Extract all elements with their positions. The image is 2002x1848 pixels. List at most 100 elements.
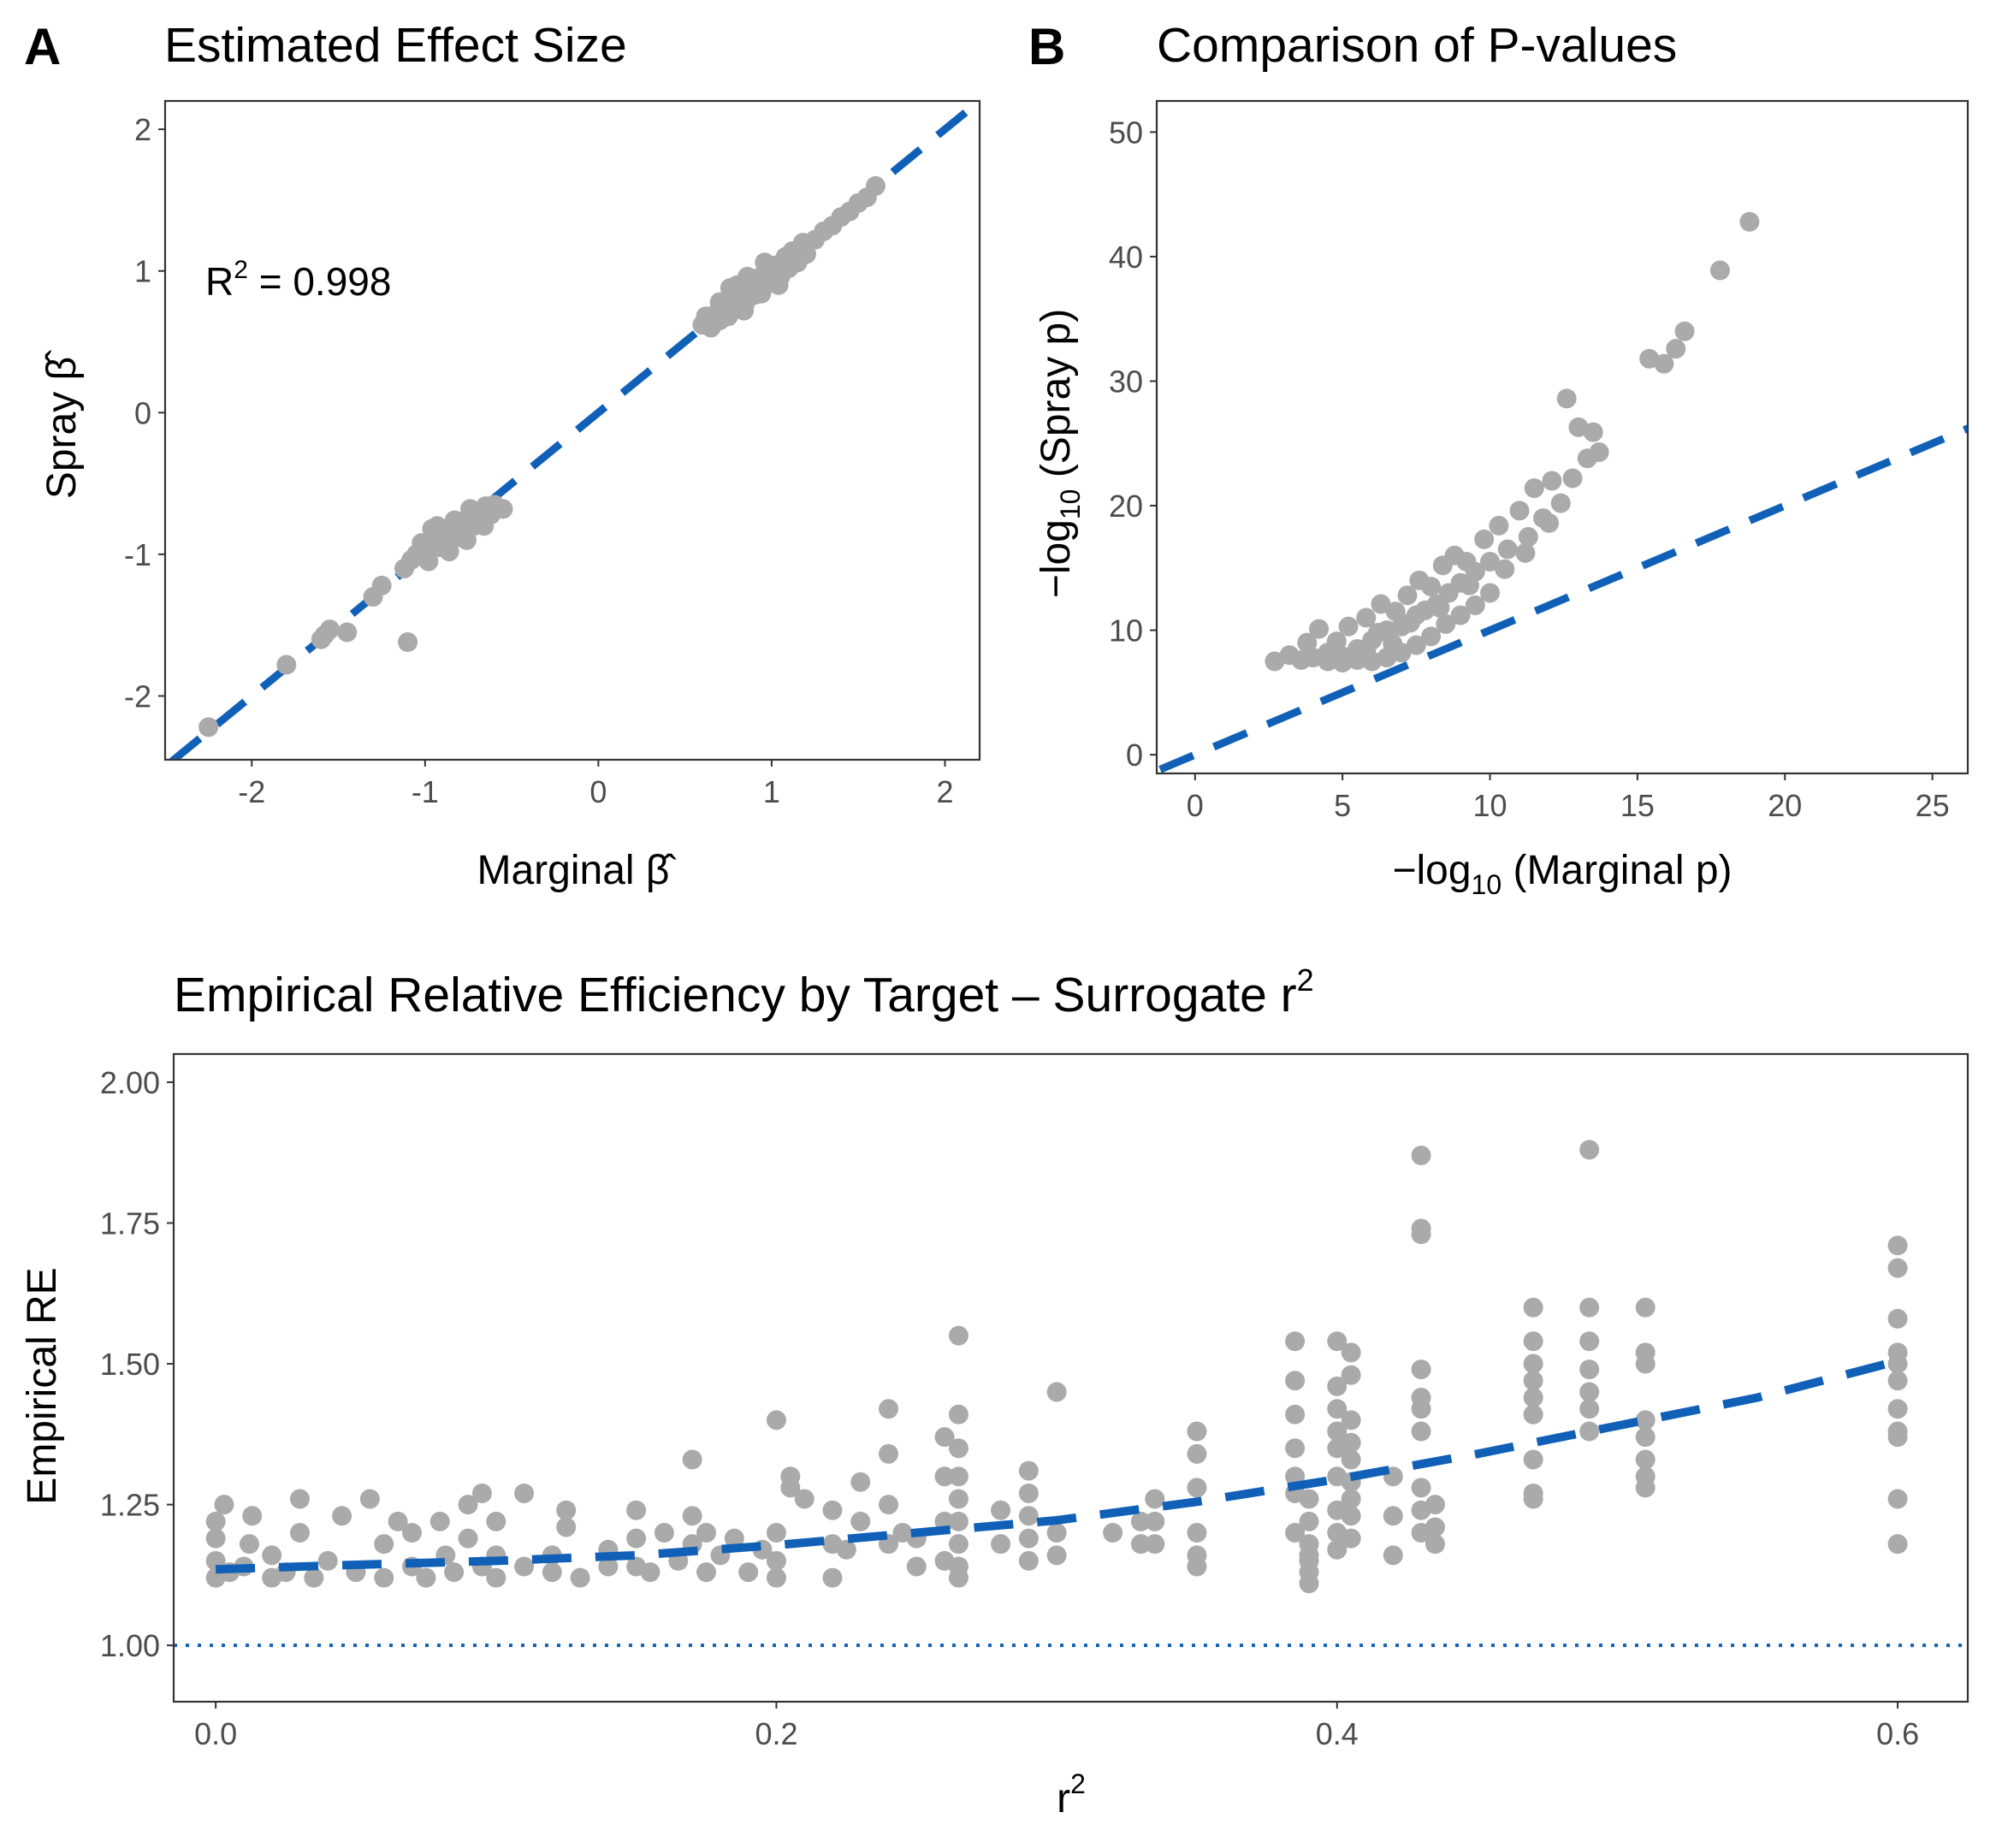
data-point: [934, 1466, 955, 1487]
data-point: [1538, 512, 1559, 533]
data-point: [1515, 542, 1536, 563]
data-point: [1579, 1359, 1600, 1380]
data-point: [1524, 478, 1544, 499]
data-point: [755, 252, 775, 273]
data-point: [948, 1511, 968, 1531]
data-point: [1103, 1523, 1123, 1543]
y-tick-label: 0: [134, 395, 151, 430]
data-point: [1480, 552, 1501, 572]
data-point: [1495, 559, 1515, 579]
data-point: [402, 1523, 423, 1543]
panel-c-x-axis-label-superscript: 2: [1070, 1768, 1086, 1799]
data-point: [780, 1466, 801, 1487]
data-point: [359, 1489, 380, 1509]
data-point: [1285, 1371, 1306, 1391]
data-point: [427, 516, 447, 536]
y-tick-label: -1: [124, 537, 151, 572]
data-point: [486, 1511, 506, 1531]
data-point: [640, 1562, 660, 1583]
data-point: [1709, 260, 1730, 281]
data-point: [374, 1567, 394, 1588]
data-point: [1887, 1235, 1908, 1256]
data-point: [948, 1466, 968, 1487]
x-tick-label: 0.4: [1316, 1716, 1359, 1751]
data-point: [1579, 1421, 1600, 1442]
panel-b-pvalues: B Comparison of P-values 0 5 10 15 20 25 0 10 20…: [1028, 18, 1969, 900]
data-point: [1187, 1478, 1207, 1498]
data-point: [948, 1404, 968, 1424]
data-point: [724, 1528, 744, 1549]
panel-a-x-axis-label: Marginal β̂: [477, 848, 676, 893]
x-tick-label: -2: [238, 774, 265, 809]
data-point: [1489, 515, 1509, 536]
x-tick-label: 0.2: [755, 1716, 797, 1751]
data-point: [205, 1528, 226, 1549]
data-point: [262, 1545, 282, 1566]
panel-a-ticks: -2 -1 0 1 2 -2 -1 0 1 2: [124, 112, 954, 809]
data-point: [556, 1517, 577, 1537]
data-point: [388, 1511, 408, 1531]
data-point: [850, 1472, 871, 1492]
data-point: [1341, 1506, 1361, 1526]
data-point: [1523, 1371, 1543, 1391]
identity-reference-line: [1157, 424, 1968, 773]
y-tick-label: 0: [1126, 737, 1143, 773]
y-tick-label: 2: [134, 112, 151, 147]
data-point: [1371, 594, 1391, 614]
y-tick-label: 10: [1109, 613, 1143, 649]
panel-b-plot-area: [1157, 211, 1968, 773]
data-point: [1285, 1523, 1306, 1543]
data-point: [734, 300, 755, 321]
x-tick-label: -1: [412, 774, 439, 809]
data-point: [1465, 595, 1485, 615]
panel-c-frame: [172, 1052, 1969, 1703]
panel-a-letter: A: [24, 18, 61, 75]
r2-annotation-superscript: 2: [234, 256, 248, 284]
panel-a-frame: [163, 99, 981, 761]
data-point: [948, 1567, 968, 1588]
data-point: [1341, 1489, 1361, 1509]
data-point: [1518, 526, 1538, 547]
data-point: [822, 1500, 843, 1520]
data-point: [1187, 1443, 1207, 1464]
data-point: [626, 1528, 647, 1549]
data-point: [1523, 1353, 1543, 1374]
data-point: [1187, 1421, 1207, 1442]
data-point: [198, 717, 219, 737]
data-point: [879, 1399, 899, 1419]
data-point: [429, 1511, 450, 1531]
y-tick-label: 1.25: [100, 1488, 160, 1523]
data-point: [444, 1562, 465, 1583]
x-tick-label: 1: [763, 774, 780, 809]
data-point: [1327, 1539, 1348, 1560]
data-point: [1299, 1511, 1319, 1531]
data-point: [471, 1483, 492, 1503]
data-point: [1579, 1382, 1600, 1402]
data-point: [948, 1325, 968, 1346]
panel-a-effect-size: A Estimated Effect Size -2 -1 0 1 2 -2 -1 0 1 2 R…: [24, 18, 981, 893]
data-point: [822, 1567, 843, 1588]
data-point: [682, 1506, 702, 1526]
data-point: [570, 1567, 590, 1588]
data-point: [879, 1443, 899, 1464]
panel-b-title: Comparison of P-values: [1157, 18, 1677, 73]
data-point: [1332, 652, 1353, 672]
data-point: [239, 1534, 259, 1555]
data-point: [1046, 1382, 1067, 1402]
data-point: [337, 622, 358, 643]
data-point: [1383, 634, 1403, 654]
data-point: [598, 1556, 619, 1577]
data-point: [1385, 601, 1406, 622]
data-point: [1327, 1376, 1348, 1396]
data-point: [1145, 1534, 1165, 1555]
data-point: [1046, 1523, 1067, 1543]
y-tick-label: 1.00: [100, 1628, 160, 1663]
data-point: [1550, 493, 1571, 513]
data-point: [1327, 1421, 1348, 1442]
data-point: [458, 1528, 478, 1549]
data-point: [474, 516, 495, 536]
y-tick-label: 1.75: [100, 1205, 160, 1241]
data-point: [1411, 1478, 1431, 1498]
y-tick-label: 1.50: [100, 1347, 160, 1382]
